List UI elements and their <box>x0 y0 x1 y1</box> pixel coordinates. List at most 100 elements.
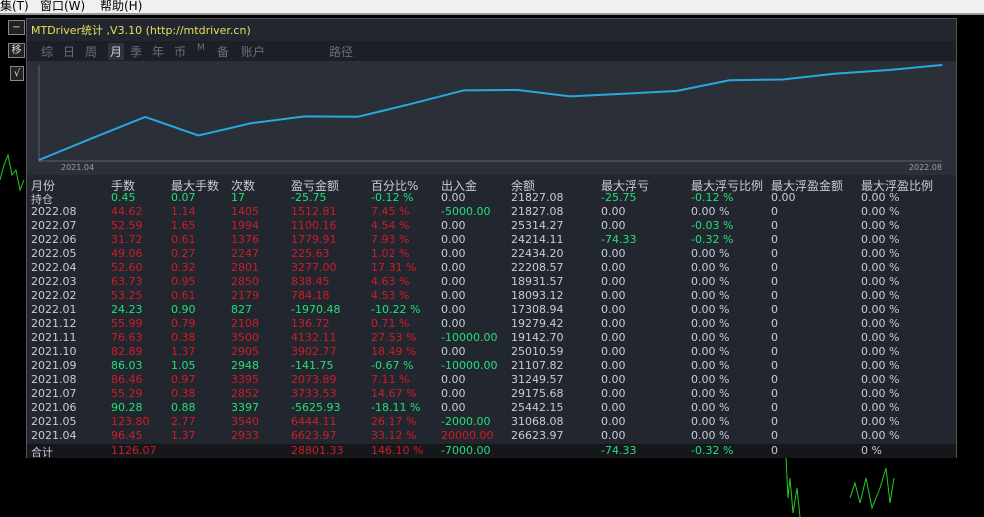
table-cell: 0 <box>771 387 778 400</box>
table-cell: 2.77 <box>171 415 196 428</box>
table-cell: 4.54 % <box>371 219 410 232</box>
table-row: 2021.12 55.99 0.79 2108 136.72 0.71 % 0.00 1927… <box>27 317 956 331</box>
table-cell: 22208.57 <box>511 261 564 274</box>
table-cell: 0.00 <box>601 275 626 288</box>
table-cell: 2022.07 <box>31 219 77 232</box>
column-header: 盈亏金额 <box>291 179 340 193</box>
table-cell: 0.00 % <box>691 261 730 274</box>
period-tabs: 综日周月季年币 M 备账户 路径 <box>27 41 956 61</box>
minimize-button[interactable]: − <box>8 20 25 35</box>
table-cell: -10000.00 <box>441 331 498 344</box>
table-cell: 0 <box>771 401 778 414</box>
table-cell: 0 <box>771 247 778 260</box>
table-cell: 2179 <box>231 289 259 302</box>
table-cell: 0 <box>771 331 778 344</box>
table-cell: 1376 <box>231 233 259 246</box>
table-cell: 2933 <box>231 429 259 442</box>
column-header: 最大浮盈比例 <box>861 179 934 193</box>
table-cell: 28801.33 <box>291 444 344 457</box>
table-cell: -0.32 % <box>691 444 734 457</box>
table-cell: 0.00 <box>441 373 466 386</box>
move-button[interactable]: 移 <box>8 43 25 58</box>
table-cell: 0 <box>771 429 778 442</box>
table-cell: 0.00 <box>601 331 626 344</box>
table-cell: 2021.07 <box>31 387 77 400</box>
table-cell: 0.00 <box>601 317 626 330</box>
tab-9[interactable]: 账户 <box>241 45 266 59</box>
table-cell: 3395 <box>231 373 259 386</box>
stats-window: MTDriver统计 ,V3.10 (http://mtdriver.cn) 综… <box>26 18 957 459</box>
menu-help[interactable]: 帮助(H) <box>100 0 143 13</box>
table-cell: 0 <box>771 373 778 386</box>
table-cell: 31249.57 <box>511 373 564 386</box>
table-cell: 0.00 <box>441 387 466 400</box>
equity-point <box>357 116 359 118</box>
table-cell: 3540 <box>231 415 259 428</box>
table-cell: 0.45 <box>111 191 136 204</box>
tab-10[interactable]: 路径 <box>329 45 354 59</box>
table-cell: 1994 <box>231 219 259 232</box>
menu-bar: 集(T) 窗口(W) 帮助(H) <box>0 0 984 15</box>
x-axis-end-label: 2022.08 <box>908 163 942 172</box>
table-cell: 31.72 <box>111 233 143 246</box>
table-cell: -0.12 % <box>691 191 734 204</box>
table-cell: 2022.08 <box>31 205 77 218</box>
table-cell: -74.33 <box>601 444 637 457</box>
tab-5[interactable]: 年 <box>152 45 165 59</box>
table-cell: 90.28 <box>111 401 143 414</box>
table-cell: 0.00 % <box>861 317 900 330</box>
x-axis-start-label: 2021.04 <box>61 163 95 172</box>
table-cell: 0 % <box>861 444 882 457</box>
table-cell: 26623.97 <box>511 429 564 442</box>
equity-chart: 2021.04 2022.08 <box>27 61 956 175</box>
table-cell: 0 <box>771 233 778 246</box>
table-cell: 0.00 % <box>691 247 730 260</box>
table-cell: 20000.00 <box>441 429 494 442</box>
equity-point <box>91 137 93 139</box>
table-cell: 25010.59 <box>511 345 564 358</box>
table-cell: 合计 <box>31 446 53 459</box>
menu-window[interactable]: 窗口(W) <box>40 0 86 13</box>
tab-7[interactable]: M <box>197 43 205 53</box>
tab-4[interactable]: 季 <box>130 45 143 59</box>
table-cell: 0.00 <box>601 387 626 400</box>
table-cell: -5000.00 <box>441 205 491 218</box>
table-cell: 0.00 % <box>861 261 900 274</box>
table-row: 2021.04 96.45 1.37 2933 6623.97 33.12 % 20000.… <box>27 429 956 443</box>
table-cell: 146.10 % <box>371 444 424 457</box>
table-cell: 17308.94 <box>511 303 564 316</box>
table-cell: -0.12 % <box>371 191 414 204</box>
equity-point <box>782 78 784 80</box>
table-cell: 24214.11 <box>511 233 564 246</box>
table-cell: 31068.08 <box>511 415 564 428</box>
table-cell: 0.00 % <box>691 275 730 288</box>
table-cell: 2021.08 <box>31 373 77 386</box>
check-button[interactable]: √ <box>10 66 24 81</box>
table-cell: 0.00 % <box>691 289 730 302</box>
table-cell: 21827.08 <box>511 191 564 204</box>
table-cell: 0.00 % <box>861 359 900 372</box>
table-cell: 0.00 % <box>861 303 900 316</box>
table-cell: 0.61 <box>171 233 196 246</box>
tab-6[interactable]: 币 <box>174 45 187 59</box>
table-cell: 0.00 % <box>861 401 900 414</box>
tab-8[interactable]: 备 <box>217 45 230 59</box>
table-cell: 0.95 <box>171 275 196 288</box>
equity-point <box>410 103 412 105</box>
tab-3[interactable]: 月 <box>108 43 125 60</box>
table-cell: 86.03 <box>111 359 143 372</box>
table-row: 2021.09 86.03 1.05 2948 -141.75 -0.67 % -10000… <box>27 359 956 373</box>
table-cell: -0.03 % <box>691 219 734 232</box>
table-cell: 0.00 % <box>861 191 900 204</box>
table-cell: -18.11 % <box>371 401 421 414</box>
tab-2[interactable]: 周 <box>85 45 98 59</box>
equity-point <box>941 64 943 66</box>
table-cell: 0 <box>771 444 778 457</box>
menu-tools[interactable]: 集(T) <box>0 0 29 13</box>
tab-1[interactable]: 日 <box>63 45 76 59</box>
table-cell: 3500 <box>231 331 259 344</box>
tab-0[interactable]: 综 <box>41 45 54 59</box>
table-cell: 0.00 % <box>861 429 900 442</box>
table-cell: 0.00 % <box>861 415 900 428</box>
table-cell: 784.18 <box>291 289 330 302</box>
